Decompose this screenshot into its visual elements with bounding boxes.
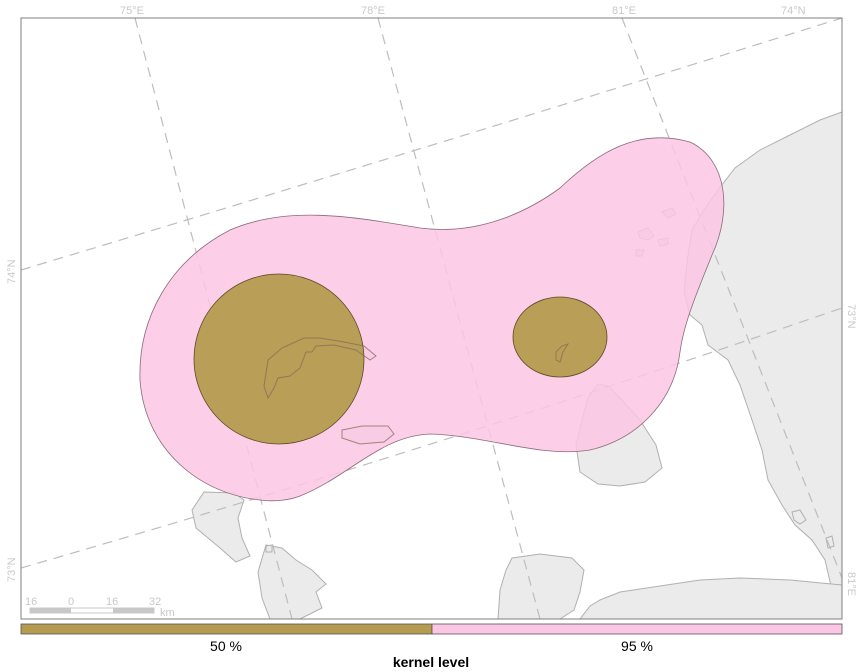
lon-label-right-81e: 81°E bbox=[845, 572, 857, 596]
meridian-81e bbox=[621, 18, 842, 579]
scale-tick-4: 32 bbox=[149, 596, 161, 608]
mainland-northeast bbox=[683, 111, 842, 619]
parallel-73n bbox=[21, 307, 842, 569]
island-tiny-outline bbox=[555, 343, 570, 363]
lat-label-top-74n: 74°N bbox=[781, 5, 806, 17]
island-southwest bbox=[191, 491, 251, 563]
island-ring-outline bbox=[263, 337, 377, 400]
legend-title: kernel level bbox=[393, 654, 469, 670]
legend-swatch-50 bbox=[20, 623, 433, 635]
lon-label-75e: 75°E bbox=[120, 5, 144, 17]
lat-label-right-73n: 73°N bbox=[845, 304, 857, 329]
legend: 50 % 95 % kernel level bbox=[20, 623, 843, 670]
kernel-50-east[interactable] bbox=[512, 296, 608, 378]
islet-6 bbox=[791, 509, 807, 525]
scale-tick-3: 16 bbox=[106, 596, 118, 608]
map-content: 16 0 16 32 km bbox=[21, 18, 842, 619]
legend-label-50: 50 % bbox=[210, 638, 242, 654]
islet-7 bbox=[825, 535, 835, 549]
coast-overlay bbox=[263, 337, 570, 445]
islet-5 bbox=[265, 544, 273, 553]
scale-unit: km bbox=[160, 607, 175, 619]
legend-label-95: 95 % bbox=[621, 638, 653, 654]
kernel-50-west[interactable] bbox=[193, 273, 365, 445]
southern-island-centre bbox=[497, 553, 585, 619]
lat-label-left-74n: 74°N bbox=[6, 259, 18, 284]
parallel-74n bbox=[21, 18, 842, 271]
scale-tick-1: 16 bbox=[25, 596, 37, 608]
scale-bar: 16 0 16 32 km bbox=[25, 596, 175, 619]
land-layer bbox=[191, 111, 842, 619]
lon-label-81e: 81°E bbox=[612, 5, 636, 17]
map-frame bbox=[20, 17, 843, 620]
lon-label-78e: 78°E bbox=[361, 5, 385, 17]
legend-swatch-95 bbox=[431, 623, 843, 635]
southern-coast-left bbox=[257, 544, 327, 619]
lat-label-left-73n: 73°N bbox=[6, 557, 18, 582]
scale-tick-2: 0 bbox=[68, 596, 74, 608]
southern-coast-right bbox=[579, 577, 842, 619]
island-small-centre-outline bbox=[341, 425, 395, 445]
